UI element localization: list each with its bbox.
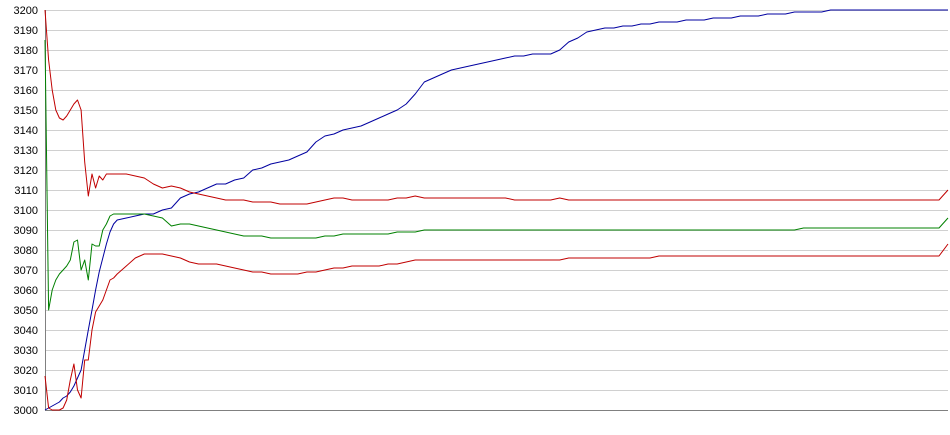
grid-lines	[45, 10, 948, 411]
y-tick-label-3000: 3000	[14, 405, 38, 417]
series-line-2	[44, 9, 949, 205]
y-tick-label-3180: 3180	[14, 45, 38, 57]
y-tick-label-3130: 3130	[14, 145, 38, 157]
y-tick-label-3030: 3030	[14, 345, 38, 357]
y-tick-label-3010: 3010	[14, 385, 38, 397]
series-line-1	[44, 9, 948, 411]
y-tick-label-3140: 3140	[14, 125, 38, 137]
y-tick-label-3190: 3190	[14, 25, 38, 37]
y-tick-label-3090: 3090	[14, 225, 38, 237]
y-tick-label-3070: 3070	[14, 265, 38, 277]
y-tick-label-3150: 3150	[14, 105, 38, 117]
y-tick-label-3020: 3020	[14, 365, 38, 377]
y-tick-label-3170: 3170	[14, 65, 38, 77]
y-tick-label-3110: 3110	[14, 185, 38, 197]
y-tick-label-3100: 3100	[14, 205, 38, 217]
y-tick-label-3200: 3200	[14, 5, 38, 17]
series-lines	[44, 9, 949, 411]
y-tick-label-3160: 3160	[14, 85, 38, 97]
y-tick-labels: 3200 3190 3180 3170 3160 3150 3140 3130 3120 3110…	[14, 5, 38, 417]
series-line-4	[44, 243, 949, 411]
y-tick-label-3040: 3040	[14, 325, 38, 337]
series-line-3	[44, 39, 949, 311]
y-tick-label-3080: 3080	[14, 245, 38, 257]
y-tick-label-3050: 3050	[14, 305, 38, 317]
y-tick-label-3060: 3060	[14, 285, 38, 297]
y-tick-label-3120: 3120	[14, 165, 38, 177]
